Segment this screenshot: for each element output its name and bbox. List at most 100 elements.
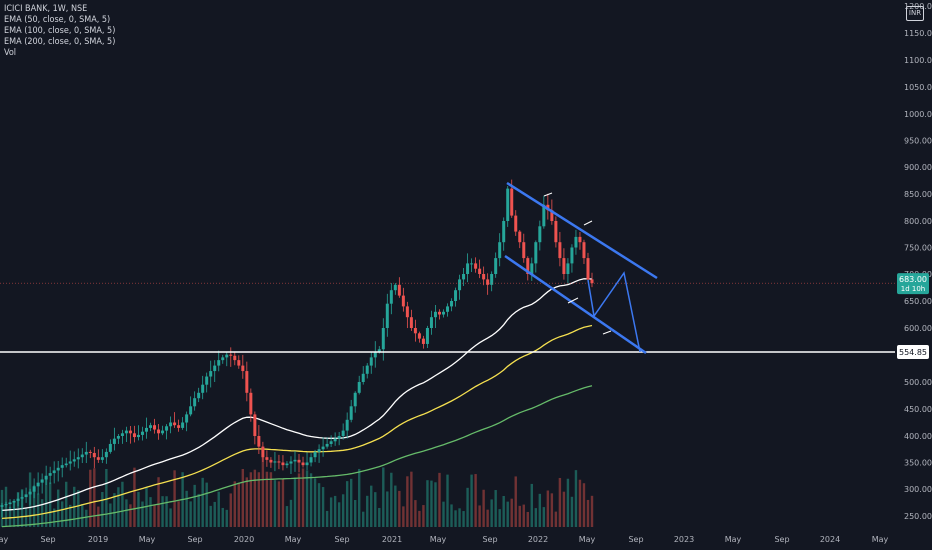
candle-body (441, 311, 445, 315)
volume-bar (514, 476, 517, 527)
candle-body (590, 279, 594, 284)
volume-bar (498, 509, 501, 527)
candle-body (389, 290, 393, 304)
volume-bar (245, 477, 249, 527)
volume-bar (502, 495, 505, 527)
x-tick-label: May (285, 535, 302, 544)
candle-body (104, 451, 108, 458)
candle-body (510, 188, 514, 216)
candle-body (409, 317, 413, 328)
candle-body (421, 338, 425, 344)
volume-bar (438, 472, 441, 527)
volume-bar (56, 489, 60, 527)
support-price-box (897, 345, 929, 359)
candle-body (554, 221, 558, 243)
volume-bar (153, 505, 156, 527)
volume-bar (550, 493, 554, 527)
y-tick-label: 1150.00 (904, 29, 932, 38)
volume-bar (213, 501, 216, 527)
volume-bar (586, 499, 590, 527)
volume-bar (378, 507, 381, 527)
candle-body (273, 461, 277, 463)
volume-bar (24, 508, 28, 527)
candle-body (574, 236, 578, 248)
x-tick-label: Sep (187, 535, 202, 544)
candle-body (100, 457, 104, 460)
volume-bar (189, 501, 192, 527)
volume-bar (418, 510, 421, 527)
volume-bar (325, 510, 329, 527)
volume-bar (526, 511, 529, 527)
candle-body (40, 479, 44, 483)
y-tick-label: 600.00 (904, 324, 932, 333)
candle-body (446, 306, 450, 312)
candle-body (397, 284, 401, 296)
channel-lower-line (504, 254, 647, 355)
candle-body (8, 502, 12, 505)
candle-body (578, 236, 582, 243)
volume-bar (466, 487, 469, 527)
volume-bar (333, 495, 337, 527)
candle-body (253, 414, 257, 436)
candle-body (490, 274, 494, 285)
candle-body (381, 328, 385, 350)
x-tick-label: May (0, 535, 9, 544)
volume-bar (285, 506, 289, 527)
volume-bar (225, 509, 228, 527)
candle-body (534, 242, 538, 264)
candle-body (265, 457, 269, 460)
volume-bar (345, 481, 349, 527)
volume-bar (93, 468, 96, 527)
candle-body (313, 451, 317, 458)
candle-body (32, 486, 36, 492)
candle-body (357, 382, 361, 393)
candle-body (213, 365, 217, 372)
volume-bar (185, 490, 188, 527)
candle-body (401, 295, 405, 307)
volume-bar (261, 454, 265, 527)
candle-body (72, 459, 76, 462)
volume-bar (570, 496, 574, 527)
volume-bar (574, 470, 578, 527)
candle-body (425, 328, 429, 344)
legend-ema100: EMA (100, close, 0, SMA, 5) (4, 26, 116, 36)
volume-bar (253, 469, 257, 527)
volume-bar (237, 482, 241, 527)
candle-body (369, 357, 373, 366)
candle-body (361, 373, 365, 382)
candle-body (221, 357, 225, 361)
candle-body (530, 263, 534, 274)
candle-body (140, 431, 144, 435)
candle-body (317, 449, 321, 452)
volume-bar (141, 501, 144, 527)
x-tick-label: May (579, 535, 596, 544)
candle-body (514, 215, 518, 232)
x-tick-label: 2019 (88, 535, 108, 544)
volume-bar (85, 509, 88, 527)
y-tick-label: 1100.00 (904, 56, 932, 65)
candle-body (454, 290, 458, 301)
volume-bar (145, 487, 148, 527)
candle-body (486, 279, 490, 285)
volume-bar (406, 476, 409, 527)
candle-body (120, 433, 124, 436)
candle-body (229, 354, 233, 356)
x-tick-label: 2023 (674, 535, 694, 544)
candle-body (498, 242, 502, 259)
volume-bar (289, 499, 293, 527)
volume-bar (582, 483, 586, 527)
candle-body (345, 419, 349, 431)
candle-body (297, 459, 301, 463)
volume-bar (201, 477, 204, 527)
candle-body (233, 355, 237, 361)
volume-bar (277, 481, 281, 527)
candle-body (237, 360, 241, 366)
candle-body (161, 430, 165, 434)
candle-body (293, 459, 297, 462)
volume-bar (217, 491, 220, 527)
volume-bar (197, 493, 200, 527)
currency-badge[interactable]: INR (906, 6, 924, 21)
annotation-mark (583, 220, 593, 226)
volume-bar (562, 491, 566, 527)
